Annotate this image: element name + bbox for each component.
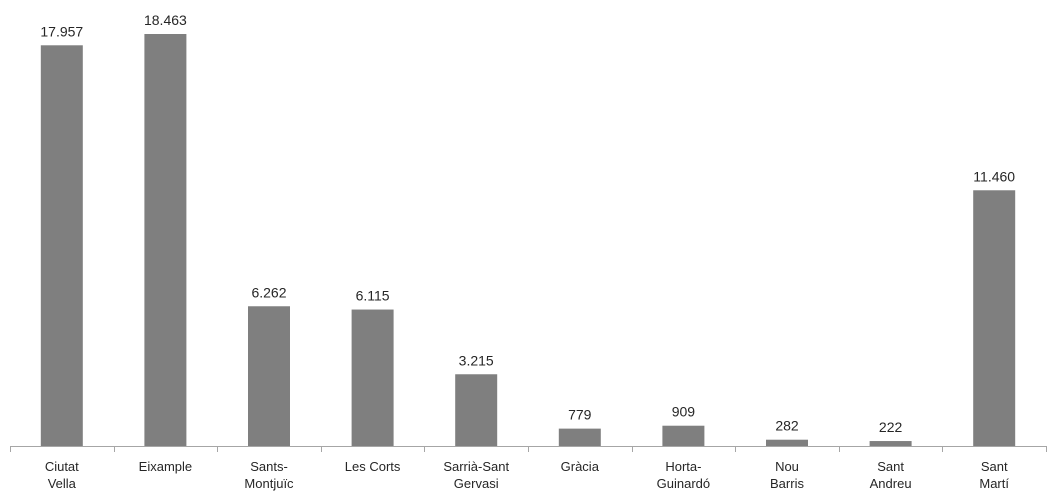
data-label-3: 6.115 — [356, 288, 390, 304]
x-axis — [10, 446, 1047, 452]
bar-9 — [973, 190, 1016, 446]
data-label-7: 282 — [775, 418, 799, 434]
data-label-0: 17.957 — [40, 23, 83, 39]
bar-8 — [869, 441, 912, 446]
bar-1 — [144, 34, 187, 446]
category-label-8: Sant Andreu — [870, 459, 912, 491]
category-label-1: Eixample — [139, 459, 192, 474]
bar-0 — [40, 45, 83, 446]
bar-7 — [766, 439, 808, 446]
category-label-3: Les Corts — [345, 459, 401, 474]
category-label-4: Sarrià-Sant Gervasi — [443, 459, 509, 491]
category-label-6: Horta-Guinardó — [657, 459, 710, 491]
category-label-9: Sant Martí — [979, 459, 1009, 491]
category-label-5: Gràcia — [561, 459, 600, 474]
category-label-7: Nou Barris — [770, 459, 804, 491]
bar-5 — [558, 428, 601, 446]
category-label-0: Ciutat Vella — [45, 459, 79, 491]
bar-2 — [248, 306, 290, 446]
data-label-8: 222 — [879, 419, 903, 435]
data-label-1: 18.463 — [144, 12, 187, 28]
bar-4 — [455, 374, 498, 446]
bar-3 — [351, 309, 394, 446]
data-label-4: 3.215 — [459, 352, 494, 368]
data-labels-group: 17.957 18.463 6.262 6.115 3.215 779 909 282 222 1… — [40, 12, 1015, 435]
bar-6 — [662, 425, 705, 446]
data-label-2: 6.262 — [251, 284, 286, 300]
category-labels-group: Ciutat Vella Eixample Sants-Montjuïc Les Cor… — [45, 459, 1010, 491]
data-label-6: 909 — [672, 404, 696, 420]
data-label-9: 11.460 — [973, 168, 1015, 184]
category-label-2: Sants-Montjuïc — [244, 459, 294, 491]
bars-group — [40, 34, 1016, 446]
data-label-5: 779 — [568, 407, 592, 423]
